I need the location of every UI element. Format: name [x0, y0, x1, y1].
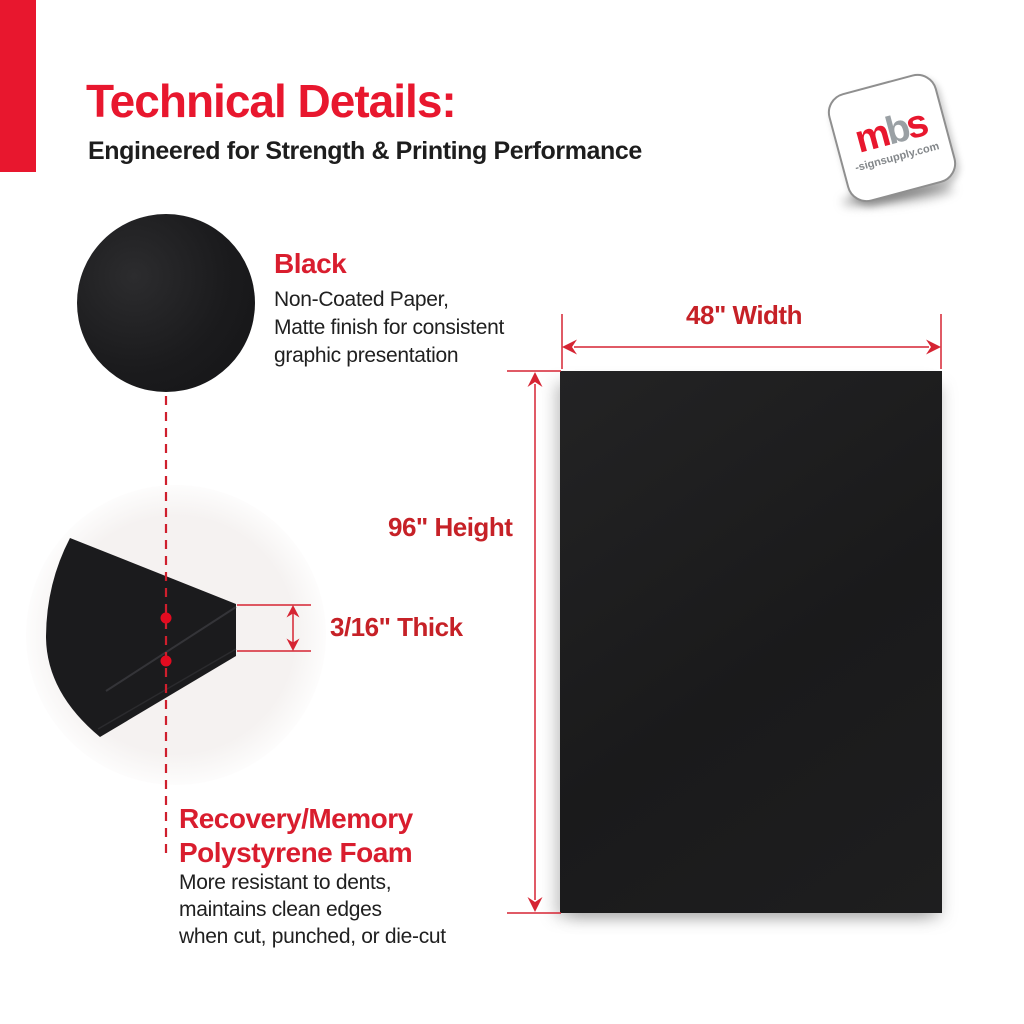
width-dimension-label: 48" Width	[686, 300, 802, 330]
material-description-line: graphic presentation	[274, 344, 459, 367]
material-description: Non-Coated Paper, Matte finish for consi…	[274, 286, 504, 370]
foam-board-front-view	[560, 371, 942, 913]
foam-description: More resistant to dents, maintains clean…	[179, 869, 446, 950]
material-description-line: Non-Coated Paper,	[274, 288, 449, 311]
black-color-swatch	[77, 214, 255, 392]
height-dimension-arrow	[507, 370, 561, 914]
height-dimension-label: 96" Height	[388, 512, 513, 542]
foam-description-line: when cut, punched, or die-cut	[179, 925, 446, 948]
foam-description-line: maintains clean edges	[179, 898, 382, 921]
foam-description-line: More resistant to dents,	[179, 871, 392, 894]
page-title: Technical Details:	[86, 75, 457, 127]
thickness-dimension-label: 3/16" Thick	[330, 612, 463, 642]
page-subtitle: Engineered for Strength & Printing Perfo…	[88, 137, 642, 165]
foam-corner-backdrop-circle	[26, 485, 326, 785]
material-heading: Black	[274, 248, 347, 279]
foam-heading: Recovery/Memory Polystyrene Foam	[179, 802, 413, 870]
material-description-line: Matte finish for consistent	[274, 316, 505, 339]
foam-heading-line: Recovery/Memory	[179, 803, 413, 834]
accent-bar	[0, 0, 36, 172]
foam-heading-line: Polystyrene Foam	[179, 837, 413, 868]
